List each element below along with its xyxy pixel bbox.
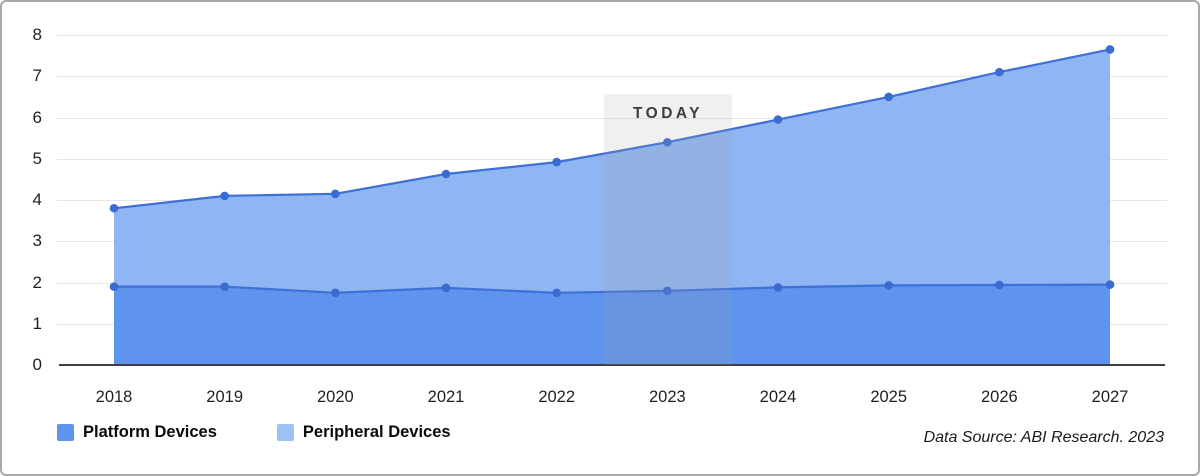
x-tick-label-2026: 2026	[981, 388, 1018, 406]
today-highlight-band: TODAY	[604, 94, 732, 365]
y-tick-label-2: 2	[32, 272, 42, 292]
peripheral-devices-marker	[995, 67, 1004, 77]
gridline-8	[57, 35, 1167, 36]
platform-devices-marker	[109, 282, 119, 291]
y-tick-label-4: 4	[32, 190, 42, 209]
y-tick-label-1: 1	[32, 313, 42, 333]
peripheral-devices-marker	[331, 189, 340, 199]
peripheral-devices-marker	[441, 169, 451, 179]
platform-devices-marker	[552, 288, 561, 298]
peripheral-devices-area	[114, 49, 1110, 293]
legend-label: Peripheral Devices	[302, 423, 451, 441]
peripheral-devices-marker	[663, 137, 672, 147]
x-axis-line	[59, 364, 1165, 366]
peripheral-devices-marker	[1105, 45, 1115, 54]
gridline-6	[57, 117, 1167, 119]
platform-devices-marker	[995, 280, 1004, 290]
gridline-7	[57, 76, 1167, 78]
platform-devices-marker	[663, 286, 672, 296]
peripheral-devices-swatch-icon	[276, 424, 294, 441]
peripheral-devices-line	[113, 48, 1111, 210]
x-tick-label-2018: 2018	[95, 388, 133, 406]
platform-devices-marker	[1105, 280, 1115, 289]
platform-devices-line	[114, 283, 1111, 294]
x-tick-label-2023: 2023	[648, 388, 686, 406]
y-tick-label-6: 6	[32, 107, 42, 127]
y-tick-label-7: 7	[32, 66, 42, 86]
y-tick-label-8: 8	[32, 25, 42, 44]
platform-devices-marker	[773, 283, 783, 292]
today-annotation-label: TODAY	[632, 105, 704, 122]
platform-devices-marker	[331, 288, 340, 298]
peripheral-devices-marker	[109, 203, 119, 213]
platform-devices-marker	[220, 282, 229, 291]
x-tick-label-2019: 2019	[206, 388, 244, 406]
platform-devices-marker	[884, 281, 893, 290]
platform-devices-swatch-icon	[57, 424, 74, 441]
legend-label: Platform Devices	[83, 423, 217, 441]
y-tick-label-3: 3	[32, 231, 42, 251]
legend-item-platform-devices: Platform Devices	[57, 423, 217, 442]
x-tick-label-2025: 2025	[870, 388, 908, 406]
peripheral-devices-marker	[220, 191, 229, 201]
x-tick-label-2020: 2020	[316, 388, 354, 406]
x-tick-label-2021: 2021	[427, 388, 465, 406]
x-tick-label-2027: 2027	[1091, 388, 1129, 406]
peripheral-devices-marker	[884, 92, 893, 102]
data-source-note: Data Source: ABI Research. 2023	[923, 429, 1164, 446]
peripheral-devices-marker	[552, 157, 561, 167]
y-tick-label-5: 5	[32, 148, 42, 168]
x-tick-label-2024: 2024	[759, 388, 797, 406]
y-tick-label-0: 0	[32, 355, 42, 374]
x-tick-label-2022: 2022	[538, 388, 576, 406]
chart-legend: Platform Devices Peripheral Devices	[57, 423, 511, 442]
platform-devices-marker	[441, 283, 451, 293]
platform-devices-area	[114, 284, 1110, 365]
peripheral-devices-marker	[773, 115, 783, 124]
legend-item-peripheral-devices: Peripheral Devices	[276, 423, 451, 442]
stacked-area-chart	[109, 45, 1115, 365]
